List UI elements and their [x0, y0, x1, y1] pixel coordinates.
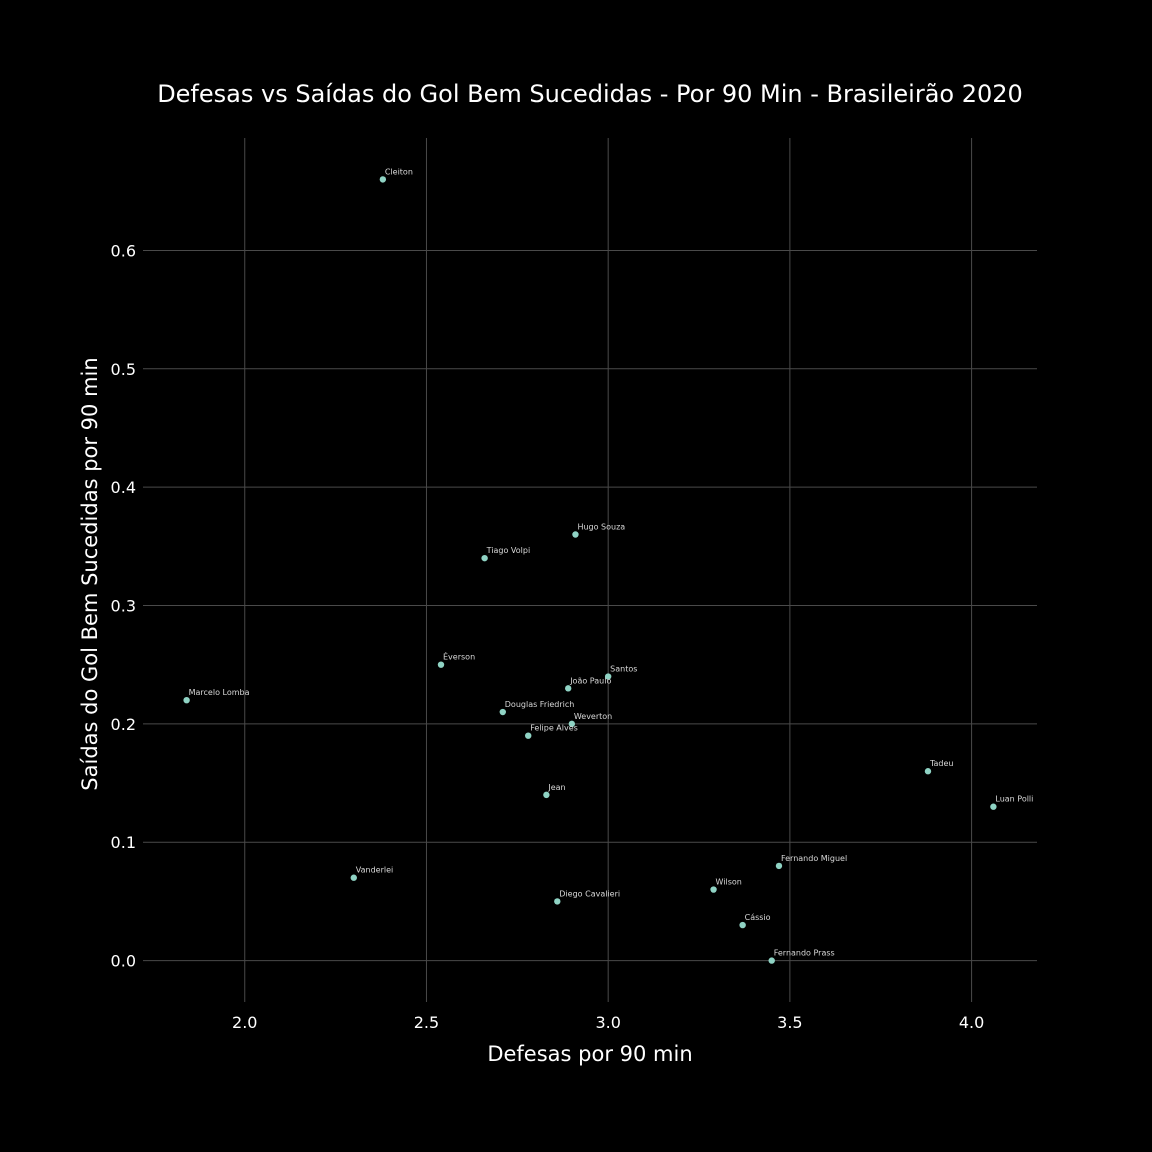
y-tick-label: 0.6 [111, 241, 136, 260]
grid-layer [143, 138, 1037, 1002]
x-tick-label: 2.0 [232, 1013, 257, 1032]
y-tick-label: 0.2 [111, 715, 136, 734]
data-point[interactable] [525, 732, 532, 739]
x-tick-label: 3.5 [777, 1013, 802, 1032]
data-point-label: Éverson [443, 651, 475, 662]
point-label-layer: Cleiton Hugo Souza Tiago Volpi Éverson Santo… [189, 167, 1034, 957]
data-point-label: Hugo Souza [577, 522, 625, 531]
data-point-label: Jean [547, 783, 565, 792]
data-point-label: Tadeu [929, 759, 954, 768]
data-point[interactable] [572, 531, 579, 538]
data-point-label: Tiago Volpi [486, 546, 531, 555]
x-axis-label: Defesas por 90 min [487, 1042, 692, 1066]
data-point[interactable] [924, 768, 932, 775]
data-point[interactable] [350, 874, 357, 881]
data-point[interactable] [564, 685, 572, 692]
chart-title: Defesas vs Saídas do Gol Bem Sucedidas -… [157, 80, 1023, 108]
data-point[interactable] [710, 886, 717, 893]
data-point-label: Wilson [716, 878, 742, 887]
data-point-label: Douglas Friedrich [505, 700, 575, 709]
y-tick-label: 0.1 [111, 833, 136, 852]
data-point[interactable] [379, 176, 387, 183]
tick-layer: 2.0 2.5 3.0 3.5 4.0 0.0 0.1 0.2 0.3 0.4 0.5 0.6 [111, 241, 985, 1032]
data-point-label: Cleiton [385, 167, 413, 176]
data-point-label: Marcelo Lomba [189, 688, 250, 697]
data-point-label: Fernando Prass [774, 949, 835, 958]
x-tick-label: 4.0 [959, 1013, 984, 1032]
data-point[interactable] [739, 921, 746, 929]
data-point-label: Weverton [574, 712, 612, 721]
data-point[interactable] [554, 898, 561, 905]
y-tick-label: 0.5 [111, 360, 136, 379]
data-point[interactable] [543, 791, 550, 799]
data-point-label: Santos [610, 665, 637, 674]
x-tick-label: 2.5 [414, 1013, 439, 1032]
data-point-label: Luan Polli [995, 795, 1033, 804]
data-point-label: Felipe Alves [530, 724, 578, 733]
data-point[interactable] [568, 720, 576, 728]
data-point-label: Cássio [745, 913, 771, 922]
data-point[interactable] [499, 708, 506, 716]
data-point-label: João Paulo [569, 676, 611, 685]
data-point-label: Vanderlei [356, 866, 393, 875]
data-point[interactable] [768, 957, 775, 964]
y-tick-label: 0.3 [111, 597, 136, 616]
y-tick-label: 0.0 [111, 952, 136, 971]
data-point[interactable] [775, 862, 783, 870]
data-point[interactable] [437, 661, 445, 668]
data-point[interactable] [183, 696, 190, 704]
data-point[interactable] [990, 803, 997, 810]
data-point-label: Fernando Miguel [781, 854, 847, 863]
data-point-label: Diego Cavalieri [559, 889, 620, 898]
data-point[interactable] [604, 673, 612, 680]
x-tick-label: 3.0 [595, 1013, 620, 1032]
point-layer [183, 176, 997, 964]
data-point[interactable] [481, 554, 488, 562]
y-tick-label: 0.4 [111, 478, 136, 497]
y-axis-label: Saídas do Gol Bem Sucedidas por 90 min [78, 357, 102, 790]
